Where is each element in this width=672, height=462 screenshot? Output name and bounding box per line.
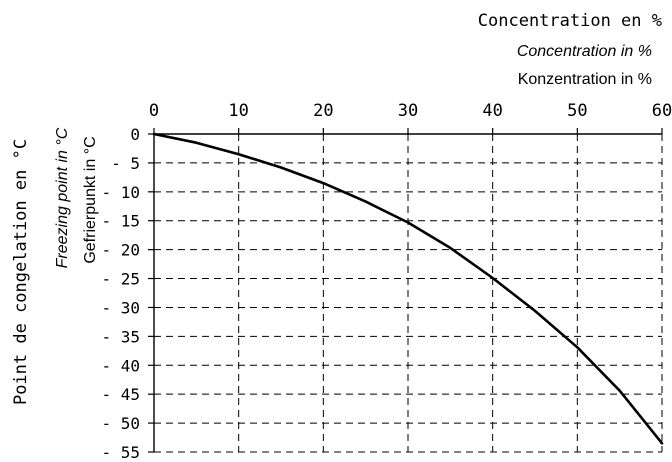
x-tick-label: 10 [228, 101, 248, 121]
freezing-point-curve [152, 132, 664, 445]
y-tick-label: - 25 [101, 270, 140, 289]
x-tick-label: 40 [482, 101, 502, 121]
y-tick-label: - 35 [101, 327, 140, 346]
y-tick-label: - 5 [111, 154, 140, 173]
y-tick-labels: 0 - 5 - 10 - 15 - 20 - 25 - 30 - 35 - 40 - 45 - 50… [101, 125, 154, 462]
y-title-french: Point de congelation en °C [11, 139, 31, 405]
x-title-german: Konzentration in % [518, 71, 652, 88]
y-tick-label: - 10 [101, 183, 140, 202]
x-tick-label: 0 [149, 101, 159, 121]
series-group [152, 132, 664, 445]
y-tick-label: - 55 [101, 443, 140, 462]
grid [154, 134, 663, 453]
y-tick-label: - 15 [101, 212, 140, 231]
y-tick-label: - 20 [101, 241, 140, 260]
y-title-german: Gefrierpunkt in °C [82, 136, 99, 263]
x-tick-label: 50 [567, 101, 587, 121]
y-tick-label: - 30 [101, 298, 140, 317]
y-tick-label: - 45 [101, 385, 140, 404]
x-tick-label: 20 [313, 101, 333, 121]
y-tick-label: - 50 [101, 414, 140, 433]
y-tick-label: 0 [130, 125, 140, 144]
x-tick-labels: 0 10 20 30 40 50 60 [149, 101, 672, 134]
y-title-english: Freezing point in °C [54, 127, 71, 268]
y-tick-label: - 40 [101, 356, 140, 375]
x-title-french: Concentration en % [478, 11, 662, 31]
x-title-english: Concentration in % [517, 43, 652, 60]
x-tick-label: 60 [652, 101, 672, 121]
x-tick-label: 30 [398, 101, 418, 121]
